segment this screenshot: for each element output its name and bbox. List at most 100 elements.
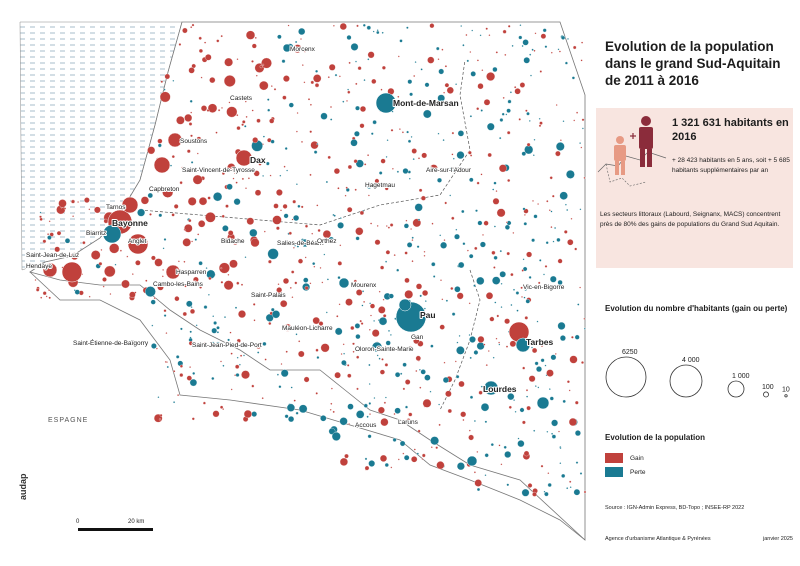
population-map: Morcenx Castets Soustons Dax Mont-de-Mar… [19, 21, 587, 541]
commune-dot [367, 154, 370, 157]
commune-dot [476, 487, 481, 492]
commune-dot [182, 238, 191, 247]
commune-dot [475, 209, 478, 213]
commune-dot [294, 281, 298, 285]
commune-dot [492, 356, 495, 359]
commune-dot [416, 452, 419, 455]
commune-dot [298, 350, 305, 358]
commune-dot [283, 213, 289, 219]
commune-dot [289, 286, 292, 289]
commune-dot [313, 74, 322, 83]
commune-dot [171, 155, 175, 159]
commune-dot [286, 169, 289, 172]
commune-dot [492, 188, 495, 191]
commune-dot [534, 32, 537, 35]
commune-dot [276, 287, 283, 294]
commune-dot [412, 218, 422, 228]
commune-dot [499, 249, 502, 253]
commune-dot [583, 327, 586, 330]
commune-dot [376, 29, 379, 32]
map-title: Evolution de la population dans le grand… [605, 39, 781, 88]
commune-dot [419, 294, 422, 298]
commune-dot [430, 436, 439, 446]
commune-dot [385, 260, 388, 263]
commune-dot [268, 321, 272, 326]
commune-dot [452, 166, 455, 169]
commune-dot [315, 392, 318, 395]
commune-dot [397, 95, 400, 98]
label-lourdes: Lourdes [483, 384, 517, 394]
commune-dot [518, 118, 521, 121]
commune-dot [483, 220, 489, 226]
commune-dot [221, 106, 223, 109]
commune-dot [355, 334, 361, 340]
commune-dot [473, 284, 476, 287]
commune-dot [102, 277, 107, 282]
commune-dot [338, 303, 341, 306]
label-mauleon: Mauléon-Licharre [282, 325, 333, 332]
commune-dot [224, 57, 233, 67]
population-gain: + 28 423 habitants en 5 ans, soit + 5 68… [672, 157, 790, 174]
commune-dot [279, 174, 282, 177]
commune-dot [525, 109, 528, 112]
commune-dot [384, 186, 389, 191]
commune-dot [366, 415, 369, 418]
commune-dot [577, 303, 580, 306]
commune-dot [561, 473, 566, 478]
commune-dot [429, 390, 432, 393]
commune-dot [300, 38, 302, 40]
commune-dot [272, 215, 282, 225]
commune-dot [356, 410, 365, 419]
commune-dot [370, 132, 374, 136]
commune-dot [567, 37, 569, 40]
commune-dot [506, 108, 511, 113]
commune-dot [498, 164, 507, 173]
commune-dot [173, 370, 176, 373]
commune-dot [196, 152, 199, 155]
commune-dot [355, 105, 360, 111]
commune-dot [540, 33, 547, 39]
commune-dot [258, 162, 262, 166]
commune-dot [508, 405, 512, 409]
commune-dot [379, 369, 385, 375]
commune-dot [164, 73, 171, 80]
commune-dot [368, 402, 372, 405]
commune-dot [151, 324, 154, 327]
commune-dot [293, 399, 296, 402]
commune-dot [438, 68, 445, 75]
commune-dot [415, 283, 423, 290]
commune-dot [227, 273, 230, 276]
commune-dot [524, 316, 529, 320]
commune-dot [205, 267, 208, 270]
commune-dot [255, 342, 262, 349]
commune-dot [165, 332, 168, 335]
commune-dot [269, 174, 272, 177]
commune-dot [359, 105, 367, 113]
commune-dot [314, 83, 320, 88]
credit-text: Agence d'urbanisme Atlantique & Pyrénées [605, 536, 711, 542]
commune-dot [423, 307, 426, 310]
commune-dot [363, 79, 366, 82]
commune-dot [540, 358, 545, 363]
commune-dot [500, 306, 503, 309]
commune-dot [551, 194, 555, 198]
commune-dot [251, 109, 254, 112]
commune-dot [94, 206, 101, 214]
commune-dot [509, 91, 512, 94]
commune-dot [198, 261, 203, 266]
commune-dot [404, 251, 408, 255]
commune-dot [276, 189, 283, 196]
commune-dot [333, 214, 336, 217]
commune-dot [416, 245, 420, 249]
commune-dot [476, 59, 479, 62]
commune-dot [415, 355, 421, 361]
commune-dot [323, 253, 326, 256]
commune-dot [514, 410, 517, 413]
commune-dot [574, 400, 579, 405]
commune-dot [198, 48, 203, 53]
commune-dot [189, 99, 193, 103]
commune-dot [104, 265, 116, 278]
commune-dot [548, 388, 551, 391]
commune-dot [409, 345, 412, 349]
commune-dot [291, 296, 294, 299]
